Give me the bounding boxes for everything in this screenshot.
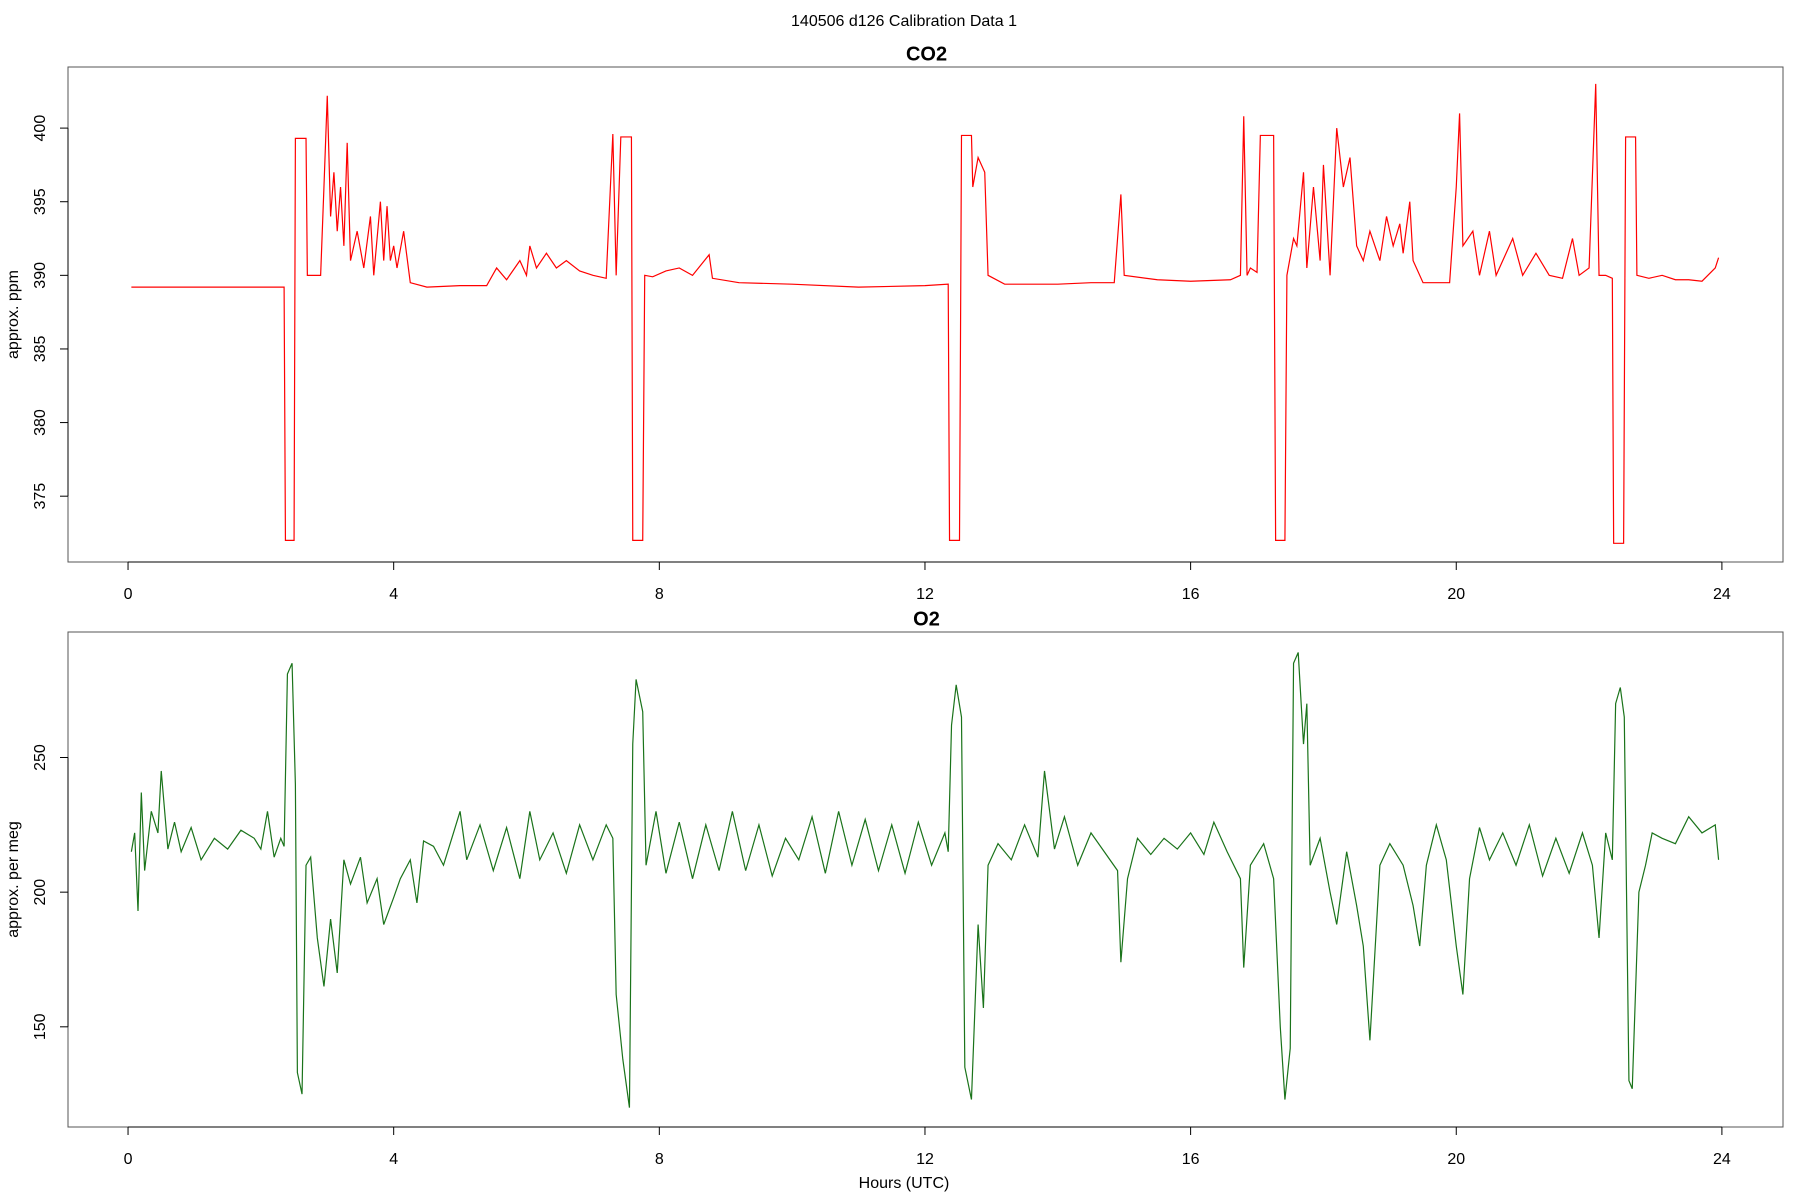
y-tick-label: 380: [32, 409, 49, 436]
plot-frame: [67, 631, 1784, 1128]
x-tick-label: 16: [1182, 586, 1200, 603]
x-tick-label: 12: [916, 1151, 934, 1168]
x-tick-label: 20: [1447, 586, 1465, 603]
y-axis-label: approx. per meg: [5, 821, 22, 938]
x-tick-label: 8: [655, 586, 664, 603]
x-tick-label: 20: [1447, 1151, 1465, 1168]
y-tick-label: 250: [32, 744, 49, 771]
x-tick-label: 24: [1713, 586, 1731, 603]
y-tick-label: 395: [32, 188, 49, 215]
y-tick-label: 385: [32, 336, 49, 363]
data-line: [131, 83, 1720, 544]
panel-title: CO2: [906, 43, 947, 65]
x-axis-label: Hours (UTC): [859, 1175, 950, 1192]
x-tick-label: 0: [124, 586, 133, 603]
y-axis-label: approx. ppm: [5, 270, 22, 359]
y-tick-label: 400: [32, 115, 49, 142]
figure-title: 140506 d126 Calibration Data 1: [791, 13, 1017, 30]
x-tick-label: 8: [655, 1151, 664, 1168]
x-tick-label: 16: [1182, 1151, 1200, 1168]
data-line: [130, 652, 1720, 1108]
y-tick-label: 375: [32, 483, 49, 510]
panel-title: O2: [913, 608, 940, 630]
y-tick-label: 390: [32, 262, 49, 289]
x-tick-label: 4: [389, 1151, 398, 1168]
y-tick-label: 200: [32, 879, 49, 906]
x-tick-label: 24: [1713, 1151, 1731, 1168]
x-tick-label: 4: [389, 586, 398, 603]
y-tick-label: 150: [32, 1013, 49, 1040]
x-tick-label: 0: [124, 1151, 133, 1168]
x-tick-label: 12: [916, 586, 934, 603]
